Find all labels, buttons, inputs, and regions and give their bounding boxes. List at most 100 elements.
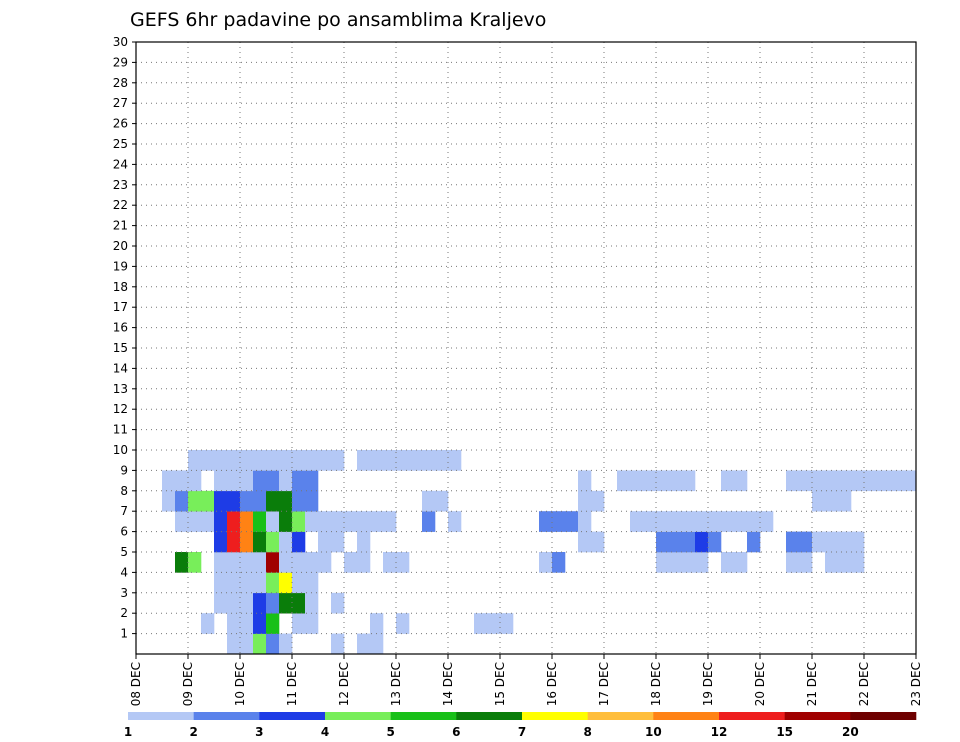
heatmap-cell [474,613,488,634]
heatmap-cell [279,633,293,655]
heatmap-cell [227,552,241,573]
y-tick-label: 23 [113,178,128,192]
heatmap-cell [279,470,293,492]
heatmap-cell [864,470,878,492]
heatmap-cell [682,552,696,573]
y-tick-label: 21 [113,219,128,233]
heatmap-cell [253,572,267,594]
heatmap-cell [266,470,280,492]
heatmap-cell [851,531,865,553]
heatmap-cell [318,450,332,471]
legend-label: 1 [124,725,132,739]
y-axis: 1234567891011121314151617181920212223242… [113,35,136,641]
heatmap-cell [695,531,709,553]
heatmap-cell [279,552,293,573]
heatmap-cell [721,470,735,492]
heatmap-cell [227,592,241,614]
legend-label: 3 [255,725,263,739]
heatmap-cell [253,552,267,573]
heatmap-cell [305,592,319,614]
heatmap-cell [357,450,371,471]
heatmap-cell [500,613,514,634]
heatmap-cell [305,490,319,512]
x-tick-label: 20 DEC [753,662,767,706]
heatmap-cell [292,450,306,471]
heatmap-cell [227,511,241,532]
heatmap-cell [227,470,241,492]
x-tick-label: 18 DEC [649,662,663,706]
heatmap-cell [396,552,410,573]
heatmap-cell [799,552,813,573]
legend-label: 6 [452,725,460,739]
heatmap-cell [838,490,852,512]
heatmap-cell [305,450,319,471]
heatmap-cell [201,490,215,512]
heatmap-cell [669,531,683,553]
chart-title: GEFS 6hr padavine po ansamblima Kraljevo [130,9,546,31]
heatmap-cell [253,633,267,655]
heatmap-cell [370,450,384,471]
heatmap-cell [214,450,228,471]
heatmap-cell [331,633,345,655]
heatmap-cell [383,511,397,532]
y-tick-label: 30 [113,35,128,49]
heatmap-cell [253,531,267,553]
heatmap-cell [214,552,228,573]
heatmap-cell [812,490,826,512]
legend-swatch [325,712,391,720]
heatmap-cell [721,552,735,573]
y-tick-label: 1 [120,627,128,641]
heatmap-cell [656,511,670,532]
legend-swatch [456,712,523,720]
heatmap-cell [539,552,553,573]
heatmap-cell [435,450,449,471]
heatmap-cell [851,552,865,573]
heatmap-cell [734,511,748,532]
heatmap-cell [903,470,917,492]
heatmap-cell [175,490,189,512]
heatmap-cell [318,511,332,532]
heatmap-cell [669,552,683,573]
heatmap-cell [292,490,306,512]
heatmap-cell [708,511,722,532]
heatmap-cell [578,470,592,492]
heatmap-cell [747,531,761,553]
heatmap-cell [279,511,293,532]
heatmap-cell [617,470,631,492]
legend-label: 15 [776,725,793,739]
heatmap-cell [253,613,267,634]
heatmap-cell [331,531,345,553]
y-tick-label: 28 [113,76,128,90]
heatmap-cell [175,552,189,573]
heatmap-cell [487,613,501,634]
heatmap-cell [734,470,748,492]
heatmap-cell [279,572,293,594]
y-tick-label: 20 [113,239,128,253]
heatmap-cell [682,470,696,492]
heatmap-cell [370,613,384,634]
x-tick-label: 14 DEC [441,662,455,706]
heatmap-cell [240,572,254,594]
heatmap-cell [266,633,280,655]
heatmap-cell [266,613,280,634]
x-tick-label: 16 DEC [545,662,559,706]
heatmap-cell [396,450,410,471]
heatmap-cell [253,490,267,512]
heatmap-cell [357,511,371,532]
legend-swatch [128,712,194,720]
legend-swatch [784,712,851,720]
x-tick-label: 12 DEC [337,662,351,706]
heatmap-cell [539,511,553,532]
heatmap-cell [266,531,280,553]
heatmap-cell [682,531,696,553]
heatmap-cell [695,552,709,573]
heatmap-cell [266,572,280,594]
heatmap-cell [682,511,696,532]
heatmap-cell [344,552,358,573]
heatmap-cell [201,450,215,471]
y-tick-label: 27 [113,96,128,110]
y-tick-label: 14 [113,361,128,375]
heatmap-cell [240,633,254,655]
heatmap-cell [825,490,839,512]
